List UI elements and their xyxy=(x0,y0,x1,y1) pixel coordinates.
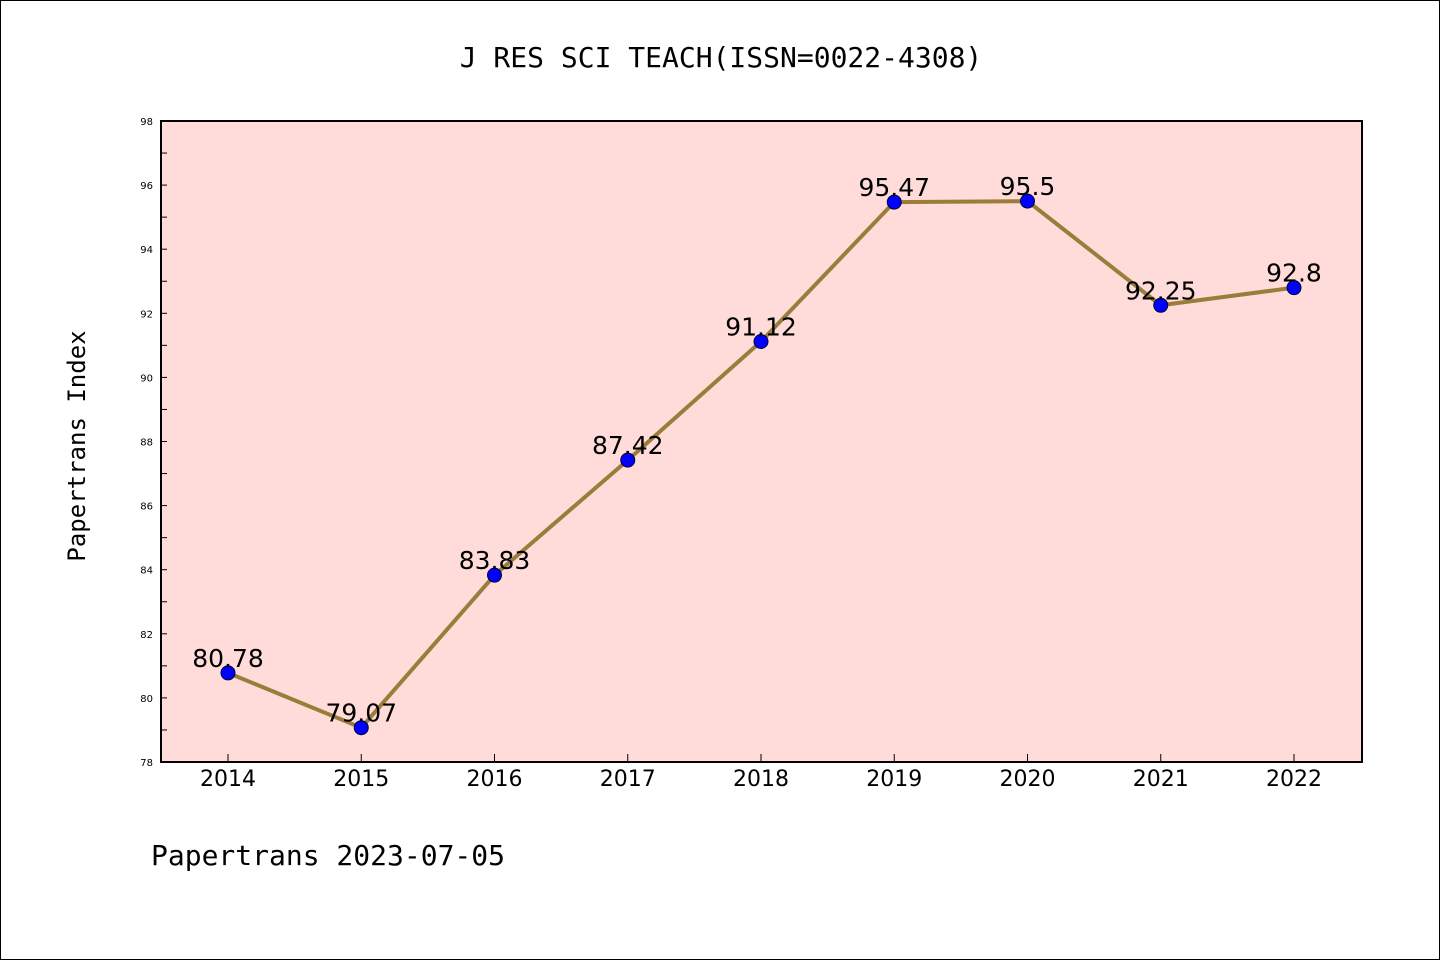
data-point-2017 xyxy=(620,452,636,468)
data-label-2021: 92.25 xyxy=(1125,276,1197,305)
data-point-2020 xyxy=(1020,193,1035,209)
data-label-2017: 87.42 xyxy=(592,431,664,460)
x-axis-ticks: 2014 2015 2016 2017 2018 2019 2020 2021 2022 xyxy=(200,754,1322,792)
x-tick-label-2019: 2019 xyxy=(866,767,922,792)
data-point-2016 xyxy=(487,567,502,583)
y-axis-label: Papertrans Index xyxy=(63,330,91,561)
chart-title: J RES SCI TEACH(ISSN=0022-4308) xyxy=(460,41,983,74)
y-tick-label-80: 80 xyxy=(140,694,153,705)
data-point-2014 xyxy=(220,665,236,681)
data-point-2021 xyxy=(1153,297,1169,313)
x-tick-label-2015: 2015 xyxy=(333,767,389,792)
plot-area xyxy=(160,120,1363,763)
data-point-2015 xyxy=(353,720,369,736)
x-tick-label-2022: 2022 xyxy=(1266,767,1322,792)
y-tick-label-90: 90 xyxy=(140,373,153,384)
footer-note: Papertrans 2023-07-05 xyxy=(151,839,505,872)
y-tick-label-88: 88 xyxy=(140,438,153,449)
data-point-2018 xyxy=(753,334,769,350)
y-tick-label-92: 92 xyxy=(140,309,153,320)
data-label-2015: 79.07 xyxy=(325,699,397,728)
data-label-2018: 91.12 xyxy=(725,313,797,342)
y-tick-label-94: 94 xyxy=(140,245,153,256)
y-tick-label-84: 84 xyxy=(140,566,153,577)
y-tick-label-82: 82 xyxy=(140,630,153,641)
y-tick-label-86: 86 xyxy=(140,502,153,513)
x-tick-label-2017: 2017 xyxy=(600,767,656,792)
x-tick-label-2018: 2018 xyxy=(733,767,789,792)
data-label-2022: 92.8 xyxy=(1266,259,1322,288)
x-tick-label-2016: 2016 xyxy=(467,767,523,792)
y-tick-label-98: 98 xyxy=(140,117,153,128)
x-tick-label-2021: 2021 xyxy=(1133,767,1189,792)
y-tick-label-96: 96 xyxy=(140,181,153,192)
data-point-2022 xyxy=(1286,280,1302,296)
data-label-2019: 95.47 xyxy=(858,173,930,202)
series-layer: 80.78 79.07 83.83 87.42 91.12 95.47 95.5 92.25 9… xyxy=(192,172,1322,736)
data-point-2019 xyxy=(886,194,902,210)
y-axis-ticks: 78 80 82 84 86 88 90 92 94 96 98 xyxy=(140,117,167,769)
x-tick-label-2014: 2014 xyxy=(200,767,256,792)
data-label-2016: 83.83 xyxy=(459,546,531,575)
x-tick-label-2020: 2020 xyxy=(1000,767,1056,792)
data-label-2014: 80.78 xyxy=(192,644,264,673)
data-label-2020: 95.5 xyxy=(1000,172,1056,201)
y-tick-label-78: 78 xyxy=(140,758,153,769)
